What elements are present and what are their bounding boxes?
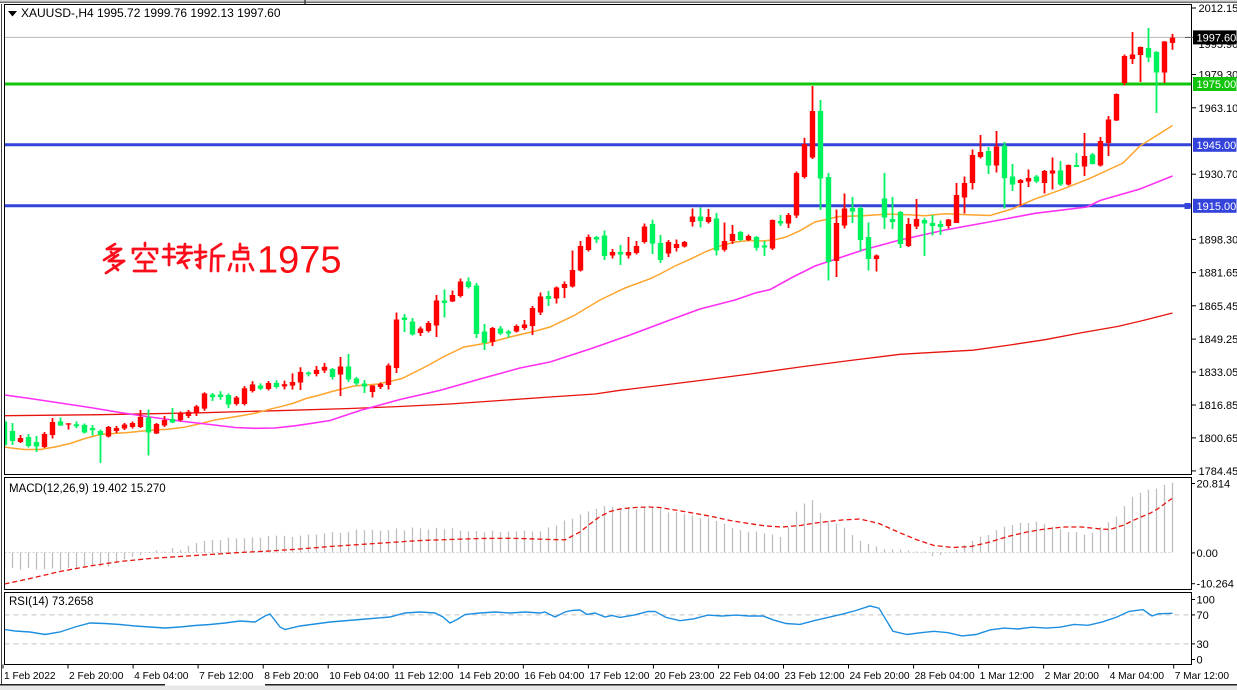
svg-text:XAUUSD-,H4 1995.72 1999.76 19: XAUUSD-,H4 1995.72 1999.76 1992.13 1997.… — [21, 6, 281, 20]
svg-text:2012.15: 2012.15 — [1199, 3, 1237, 15]
svg-text:1833.05: 1833.05 — [1199, 367, 1237, 379]
svg-text:1865.45: 1865.45 — [1199, 301, 1237, 313]
svg-text:RSI(14) 73.2658: RSI(14) 73.2658 — [9, 596, 93, 608]
svg-text:1915.00: 1915.00 — [1197, 201, 1237, 213]
svg-text:22 Feb 04:00: 22 Feb 04:00 — [719, 671, 779, 682]
svg-text:30: 30 — [1197, 639, 1209, 651]
svg-text:100: 100 — [1197, 595, 1215, 607]
svg-text:0.00: 0.00 — [1197, 548, 1218, 560]
svg-text:28 Feb 04:00: 28 Feb 04:00 — [915, 671, 975, 682]
svg-text:7 Mar 12:00: 7 Mar 12:00 — [1175, 671, 1230, 682]
svg-text:0: 0 — [1197, 655, 1203, 667]
svg-text:1930.70: 1930.70 — [1199, 169, 1237, 181]
svg-text:1898.30: 1898.30 — [1199, 234, 1237, 246]
svg-text:20 Feb 23:00: 20 Feb 23:00 — [654, 671, 714, 682]
svg-text:2 Feb 20:00: 2 Feb 20:00 — [69, 671, 124, 682]
svg-text:16 Feb 04:00: 16 Feb 04:00 — [524, 671, 584, 682]
svg-text:1997.60: 1997.60 — [1197, 32, 1237, 44]
svg-text:70: 70 — [1197, 610, 1209, 622]
svg-text:17 Feb 12:00: 17 Feb 12:00 — [589, 671, 649, 682]
svg-text:1784.45: 1784.45 — [1199, 466, 1237, 478]
svg-text:7 Feb 12:00: 7 Feb 12:00 — [199, 671, 254, 682]
svg-text:2 Mar 20:00: 2 Mar 20:00 — [1045, 671, 1100, 682]
svg-text:1 Feb 2022: 1 Feb 2022 — [4, 671, 56, 682]
svg-text:MACD(12,26,9) 19.402 15.270: MACD(12,26,9) 19.402 15.270 — [9, 483, 166, 495]
svg-text:10 Feb 04:00: 10 Feb 04:00 — [329, 671, 389, 682]
svg-text:1963.10: 1963.10 — [1199, 103, 1237, 115]
svg-text:24 Feb 20:00: 24 Feb 20:00 — [850, 671, 910, 682]
svg-text:1 Mar 12:00: 1 Mar 12:00 — [980, 671, 1035, 682]
svg-text:1945.00: 1945.00 — [1197, 140, 1237, 152]
svg-text:1800.65: 1800.65 — [1199, 433, 1237, 445]
svg-text:-10.264: -10.264 — [1197, 579, 1234, 591]
svg-text:11 Feb 12:00: 11 Feb 12:00 — [394, 671, 454, 682]
svg-text:1881.65: 1881.65 — [1199, 268, 1237, 280]
svg-text:20.814: 20.814 — [1197, 479, 1231, 491]
svg-text:1816.85: 1816.85 — [1199, 400, 1237, 412]
svg-text:8 Feb 20:00: 8 Feb 20:00 — [264, 671, 319, 682]
svg-text:1975.00: 1975.00 — [1197, 79, 1237, 91]
svg-text:4 Mar 04:00: 4 Mar 04:00 — [1110, 671, 1165, 682]
svg-text:14 Feb 20:00: 14 Feb 20:00 — [459, 671, 519, 682]
svg-text:4 Feb 04:00: 4 Feb 04:00 — [134, 671, 189, 682]
svg-text:1975: 1975 — [257, 240, 342, 282]
svg-text:1849.25: 1849.25 — [1199, 334, 1237, 346]
svg-text:23 Feb 12:00: 23 Feb 12:00 — [785, 671, 845, 682]
